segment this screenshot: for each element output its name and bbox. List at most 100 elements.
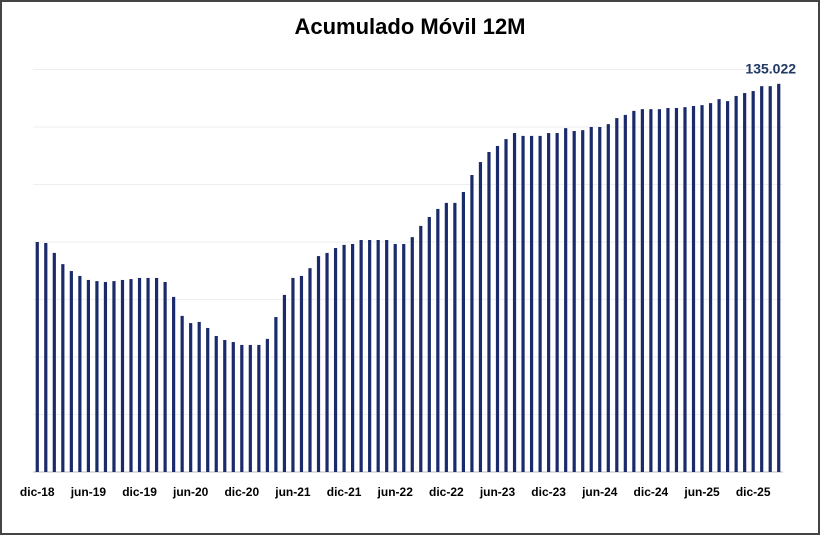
- bar: [223, 340, 227, 472]
- bar: [564, 128, 568, 472]
- bar: [640, 109, 644, 473]
- bar: [299, 275, 304, 472]
- bar: [444, 202, 448, 472]
- bar: [632, 110, 636, 473]
- bar: [555, 133, 559, 472]
- x-tick-label: jun-21: [274, 485, 311, 499]
- bar: [95, 281, 99, 472]
- bar: [495, 145, 500, 472]
- bar: [308, 268, 312, 472]
- bar: [504, 139, 508, 472]
- bar: [359, 239, 363, 472]
- bar: [461, 191, 465, 472]
- bar: [103, 281, 108, 472]
- bar: [78, 275, 82, 472]
- bar: [86, 279, 90, 472]
- chart-title: Acumulado Móvil 12M: [294, 14, 525, 39]
- bar: [385, 239, 389, 472]
- x-tick-label: dic-22: [429, 485, 464, 499]
- bar: [69, 271, 73, 472]
- bar: [589, 127, 593, 472]
- bar: [112, 281, 116, 472]
- bar: [487, 152, 491, 472]
- bar: [248, 344, 252, 472]
- x-tick-label: dic-21: [327, 485, 362, 499]
- bar: [154, 277, 159, 472]
- bar: [529, 135, 534, 472]
- bar: [436, 208, 440, 472]
- bar: [197, 321, 201, 472]
- bar: [342, 244, 346, 472]
- x-tick-label: dic-23: [531, 485, 566, 499]
- bar: [538, 135, 542, 472]
- bar: [52, 252, 56, 472]
- bar: [470, 175, 474, 472]
- bar: [760, 86, 764, 473]
- x-tick-label: jun-20: [172, 485, 209, 499]
- bar: [189, 323, 193, 472]
- x-tick-label: dic-19: [122, 485, 157, 499]
- bar: [172, 296, 176, 472]
- bar: [214, 336, 218, 472]
- bar: [240, 344, 244, 472]
- x-tick-label: dic-25: [736, 485, 771, 499]
- bar: [726, 101, 730, 472]
- bar: [231, 342, 235, 472]
- bar: [427, 216, 431, 472]
- x-tick-label: jun-22: [377, 485, 414, 499]
- x-tick-label: dic-20: [224, 485, 259, 499]
- bar: [674, 108, 679, 473]
- bar: [521, 135, 525, 472]
- x-tick-label: jun-25: [683, 485, 720, 499]
- bar: [700, 105, 704, 473]
- bar: [453, 202, 457, 472]
- bar: [777, 83, 781, 472]
- bar: [623, 114, 627, 473]
- x-tick-label: dic-24: [634, 485, 669, 499]
- bar: [206, 327, 210, 472]
- bar: [419, 225, 423, 472]
- bar: [129, 279, 133, 472]
- bar: [120, 279, 125, 472]
- x-tick-label: jun-23: [479, 485, 516, 499]
- bar: [743, 93, 747, 472]
- bar: [598, 127, 602, 472]
- bar: [683, 107, 687, 472]
- bar: [257, 344, 261, 472]
- bar: [44, 243, 48, 472]
- bar: [146, 277, 150, 472]
- bar: [615, 118, 619, 473]
- bar: [717, 99, 721, 473]
- bar: [265, 338, 269, 472]
- bar: [768, 86, 772, 473]
- bar: [282, 294, 287, 472]
- bar: [376, 239, 380, 472]
- bar: [402, 244, 406, 472]
- x-tick-label: jun-19: [70, 485, 107, 499]
- bar: [137, 277, 142, 472]
- bar: [657, 109, 662, 473]
- bar: [333, 248, 338, 472]
- bar: [61, 264, 65, 472]
- bar: [666, 108, 670, 473]
- x-tick-label: dic-18: [20, 485, 55, 499]
- bar: [410, 237, 414, 472]
- bar: [572, 131, 576, 472]
- bar: [581, 130, 585, 472]
- bar: [368, 239, 372, 472]
- bar: [351, 244, 355, 472]
- bar: [691, 106, 696, 472]
- bar: [325, 252, 329, 472]
- bar: [512, 133, 517, 472]
- bar: [393, 244, 397, 472]
- bar: [478, 162, 483, 472]
- x-tick-label: jun-24: [581, 485, 618, 499]
- bar: [316, 256, 321, 472]
- value-label: 135.022: [745, 61, 796, 77]
- bar: [708, 103, 713, 472]
- bar: [606, 124, 610, 472]
- bar: [180, 315, 184, 472]
